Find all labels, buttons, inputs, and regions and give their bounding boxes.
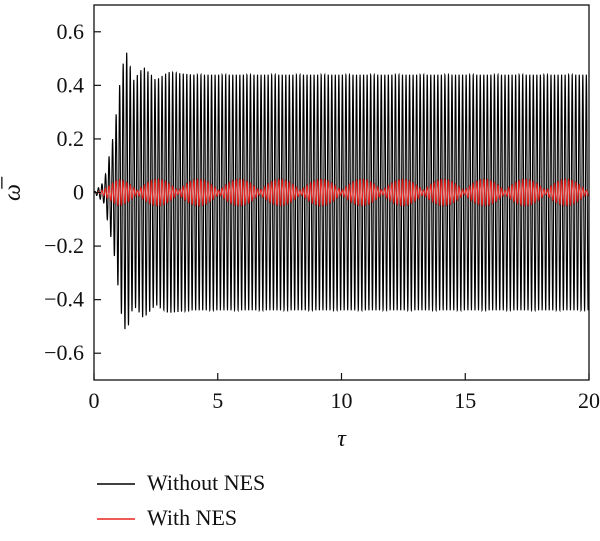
y-tick-label: 0.6 [57,19,85,44]
x-tick-label: 15 [454,388,476,413]
x-axis-title: τ [337,426,347,452]
legend-label-without-nes: Without NES [147,470,265,495]
plot-area [94,52,589,330]
legend-label-with-nes: With NES [147,505,237,530]
y-tick-label: −0.4 [44,287,84,312]
y-tick-label: 0.2 [57,126,85,151]
x-axis: 0 5 10 15 20 [89,373,600,413]
x-tick-label: 10 [331,388,353,413]
x-tick-label: 20 [578,388,600,413]
series-line-with-nes [94,178,589,207]
y-tick-label: 0.4 [57,72,85,97]
y-tick-label: −0.6 [44,340,84,365]
y-axis: −0.6 −0.4 −0.2 0 0.2 0.4 0.6 [44,19,101,365]
legend: Without NES With NES [97,470,265,530]
x-tick-label: 5 [212,388,223,413]
y-tick-label: 0 [73,180,84,205]
x-tick-label: 0 [89,388,100,413]
y-axis-title: ω̅ [0,176,26,201]
y-tick-label: −0.2 [44,233,84,258]
